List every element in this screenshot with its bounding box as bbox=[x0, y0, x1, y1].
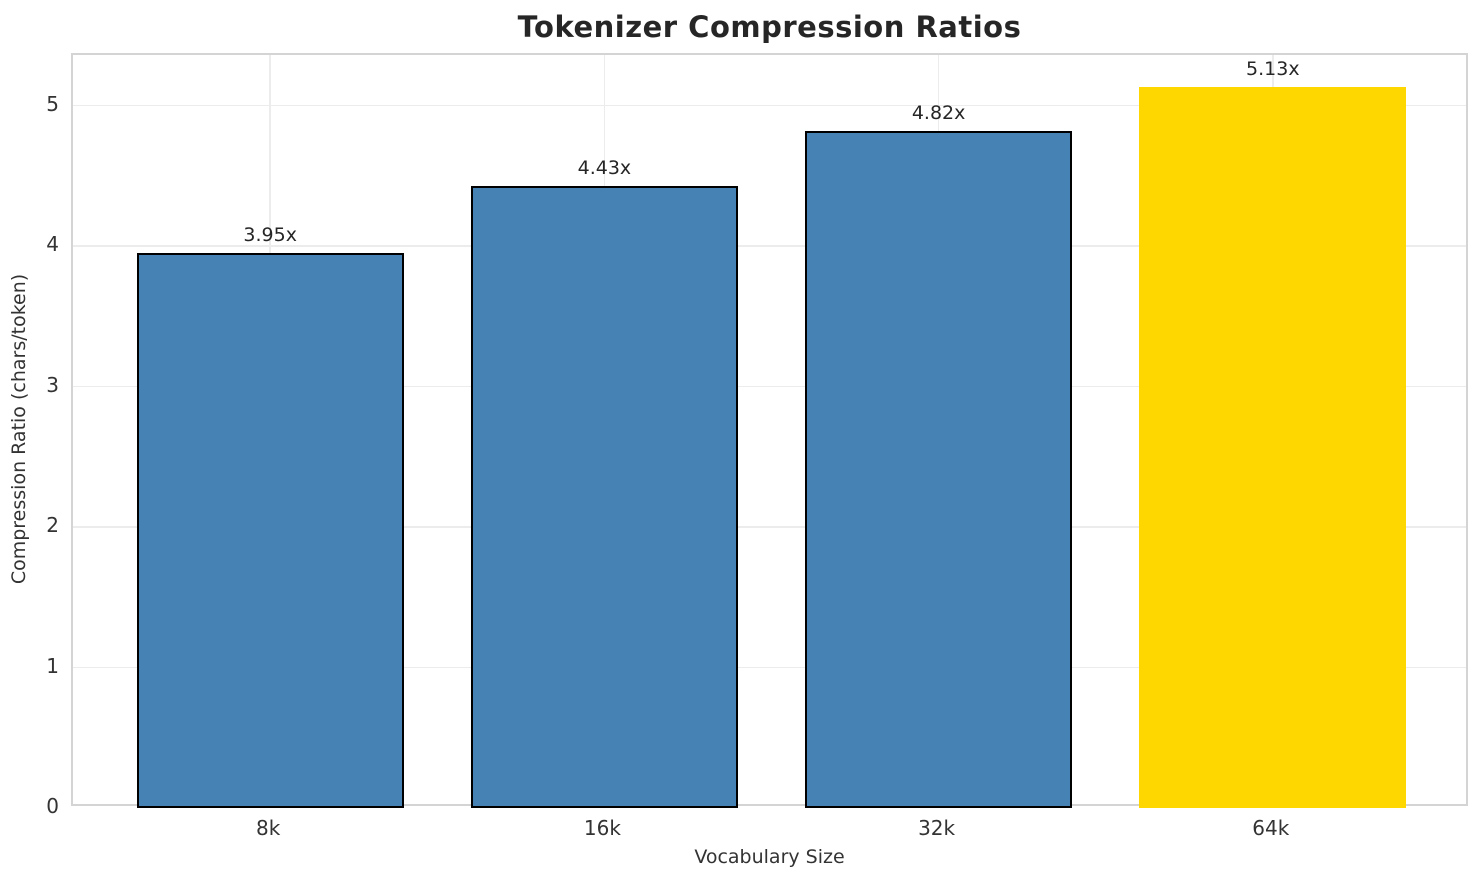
x-tick-label: 8k bbox=[256, 816, 281, 840]
y-tick-label: 2 bbox=[46, 513, 59, 538]
plot-area: 3.95x 4.43x 4.82x 5.13x bbox=[71, 53, 1468, 808]
y-tick-label: 0 bbox=[46, 794, 59, 818]
y-tick-label: 5 bbox=[46, 91, 59, 116]
gridline-horizontal bbox=[73, 526, 1466, 528]
y-tick-label: 3 bbox=[46, 372, 59, 397]
bar-16k bbox=[470, 185, 739, 808]
bar-value-label: 4.43x bbox=[577, 156, 632, 179]
x-tick-label: 16k bbox=[583, 816, 621, 840]
y-tick-label: 1 bbox=[46, 653, 59, 678]
gridline-horizontal bbox=[73, 104, 1466, 107]
bar-32k bbox=[804, 130, 1073, 808]
gridline-horizontal bbox=[73, 666, 1466, 669]
bar-value-label: 3.95x bbox=[243, 224, 297, 247]
x-axis-label: Vocabulary Size bbox=[694, 846, 845, 868]
x-tick-label: 32k bbox=[918, 816, 956, 840]
x-tick-label: 64k bbox=[1252, 816, 1290, 840]
bar-8k bbox=[136, 253, 404, 808]
bar-64k bbox=[1139, 87, 1407, 808]
chart-title: Tokenizer Compression Ratios bbox=[517, 10, 1022, 44]
y-axis-label: Compression Ratio (chars/token) bbox=[8, 273, 30, 585]
gridline-horizontal bbox=[73, 385, 1466, 388]
bar-value-label: 5.13x bbox=[1246, 58, 1300, 81]
bar-value-label: 4.82x bbox=[911, 101, 966, 124]
gridline-horizontal bbox=[73, 245, 1466, 247]
y-tick-label: 4 bbox=[46, 232, 59, 257]
